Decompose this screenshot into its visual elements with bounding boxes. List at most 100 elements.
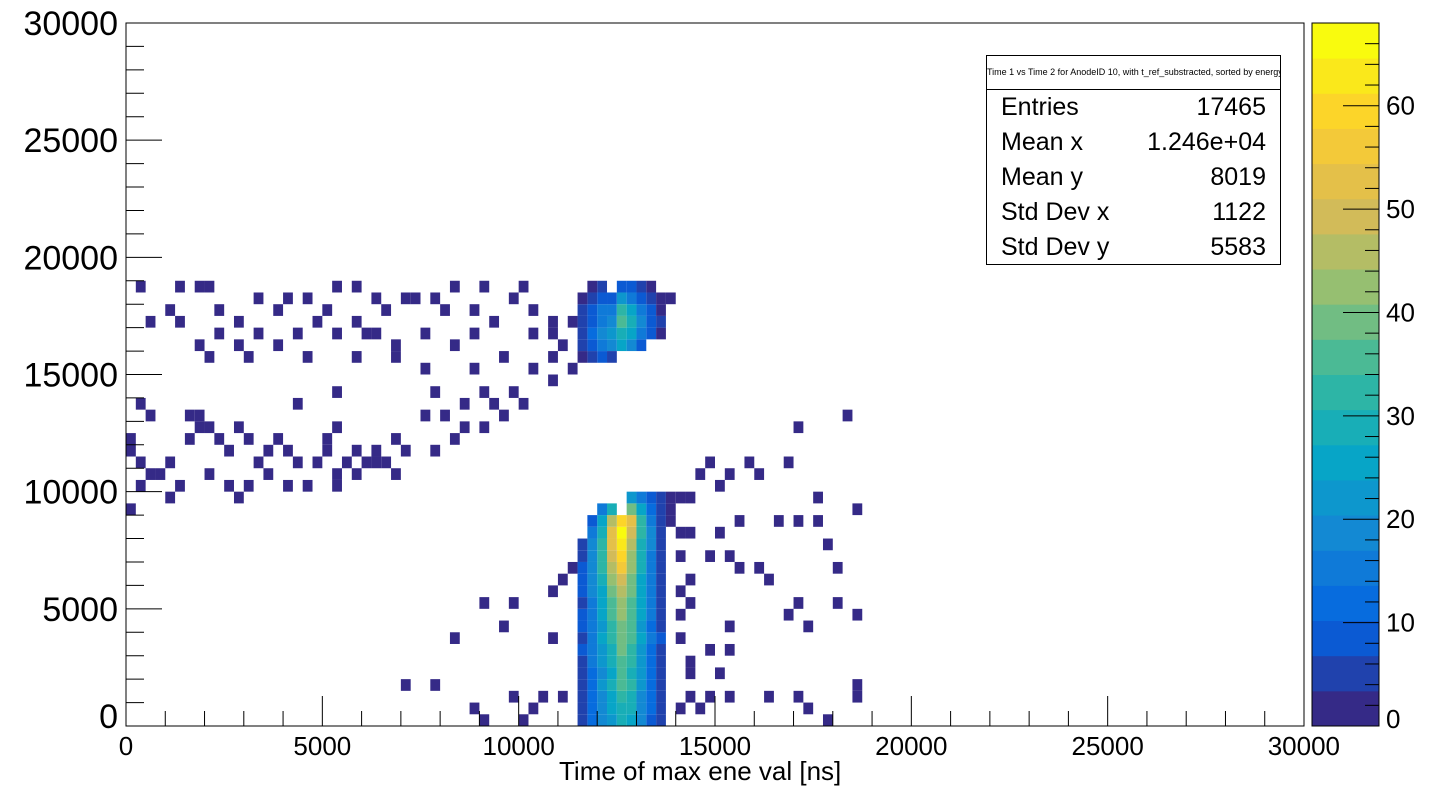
heatmap-bin xyxy=(754,561,765,574)
stats-label: Std Dev y xyxy=(1001,233,1110,261)
heatmap-bin xyxy=(646,327,657,340)
color-scale-level xyxy=(1312,163,1379,200)
heatmap-bin xyxy=(449,280,460,293)
heatmap-bin xyxy=(656,550,666,562)
heatmap-bin xyxy=(656,597,666,609)
color-scale-level xyxy=(1312,585,1379,622)
heatmap-bin xyxy=(636,280,647,293)
heatmap-bin xyxy=(646,526,657,539)
heatmap-bin xyxy=(145,468,156,480)
heatmap-bin xyxy=(479,421,490,434)
heatmap-bin xyxy=(616,632,627,644)
heatmap-bin xyxy=(587,550,598,562)
heatmap-bin xyxy=(665,292,676,305)
heatmap-bin xyxy=(646,538,657,551)
heatmap-bin xyxy=(126,444,136,457)
heatmap-bin xyxy=(636,292,647,305)
heatmap-bin xyxy=(646,667,657,680)
heatmap-bin xyxy=(607,655,617,668)
heatmap-bin xyxy=(636,597,647,609)
heatmap-bin xyxy=(430,292,441,305)
heatmap-bin xyxy=(626,679,637,691)
heatmap-bin xyxy=(597,550,608,562)
heatmap-bin xyxy=(636,585,647,598)
heatmap-bin xyxy=(597,351,608,363)
heatmap-bin xyxy=(783,608,794,621)
z-tick-label: 0 xyxy=(1386,704,1400,734)
heatmap-bin xyxy=(449,632,460,644)
heatmap-bin xyxy=(783,456,794,469)
heatmap-bin xyxy=(665,515,676,527)
color-scale-level xyxy=(1312,93,1379,129)
heatmap-bin xyxy=(430,386,441,398)
heatmap-bin xyxy=(577,538,588,551)
heatmap-bin xyxy=(852,690,863,703)
color-scale-level xyxy=(1312,620,1379,657)
stats-title: Time 1 vs Time 2 for AnodeID 10, with t_… xyxy=(987,56,1280,90)
color-scale-level xyxy=(1312,409,1379,446)
heatmap-bin xyxy=(371,292,382,305)
heatmap-bin xyxy=(646,620,657,633)
heatmap-bin xyxy=(253,327,264,340)
heatmap-bin xyxy=(165,491,176,504)
heatmap-bin xyxy=(194,280,205,293)
heatmap-bin xyxy=(734,561,745,574)
heatmap-bin xyxy=(646,702,657,715)
heatmap-bin xyxy=(361,327,372,340)
heatmap-bin xyxy=(656,608,666,621)
heatmap-bin xyxy=(616,550,627,562)
heatmap-bin xyxy=(430,444,441,457)
heatmap-bin xyxy=(852,608,863,621)
heatmap-bin xyxy=(842,409,853,422)
heatmap-bin xyxy=(656,538,666,551)
heatmap-bin xyxy=(646,573,657,586)
heatmap-bin xyxy=(607,339,617,352)
heatmap-bin xyxy=(332,468,342,480)
color-scale-level xyxy=(1312,339,1379,375)
heatmap-bin xyxy=(852,679,863,691)
heatmap-bin xyxy=(400,444,411,457)
heatmap-bin xyxy=(184,433,195,445)
heatmap-bin xyxy=(440,409,450,422)
heatmap-bin xyxy=(724,620,735,633)
heatmap-bin xyxy=(145,409,156,422)
heatmap-bin xyxy=(577,608,588,621)
heatmap-bin xyxy=(636,702,647,715)
heatmap-bin xyxy=(705,643,715,656)
heatmap-bin xyxy=(616,339,627,352)
heatmap-bin xyxy=(341,456,352,469)
heatmap-bin xyxy=(626,655,637,668)
heatmap-bin xyxy=(803,620,814,633)
heatmap-bin xyxy=(607,315,617,328)
heatmap-bin xyxy=(685,597,696,609)
heatmap-bin xyxy=(548,585,558,598)
heatmap-bin xyxy=(332,280,342,293)
heatmap-bin xyxy=(626,538,637,551)
heatmap-bin xyxy=(518,280,529,293)
heatmap-bin xyxy=(597,327,608,340)
heatmap-bin xyxy=(351,351,362,363)
heatmap-bin xyxy=(332,386,342,398)
heatmap-bin xyxy=(528,327,539,340)
heatmap-bin xyxy=(371,456,382,469)
heatmap-bin xyxy=(626,280,637,293)
heatmap-bin xyxy=(793,690,804,703)
heatmap-bin xyxy=(204,280,215,293)
heatmap-bin xyxy=(695,468,706,480)
heatmap-bin xyxy=(518,714,529,726)
color-scale-level xyxy=(1312,23,1379,59)
heatmap-bin xyxy=(292,397,303,410)
heatmap-bin xyxy=(646,280,657,293)
heatmap-bin xyxy=(646,585,657,598)
heatmap-bin xyxy=(587,526,598,539)
heatmap-bin xyxy=(253,456,264,469)
heatmap-bin xyxy=(685,690,696,703)
color-scale-level xyxy=(1312,374,1379,411)
z-tick-label: 30 xyxy=(1386,401,1415,431)
heatmap-bin xyxy=(508,597,519,609)
color-scale-level xyxy=(1312,690,1379,727)
heatmap-bin xyxy=(626,573,637,586)
heatmap-bin xyxy=(597,608,608,621)
heatmap-bin xyxy=(646,714,657,726)
heatmap-bin xyxy=(616,327,627,340)
